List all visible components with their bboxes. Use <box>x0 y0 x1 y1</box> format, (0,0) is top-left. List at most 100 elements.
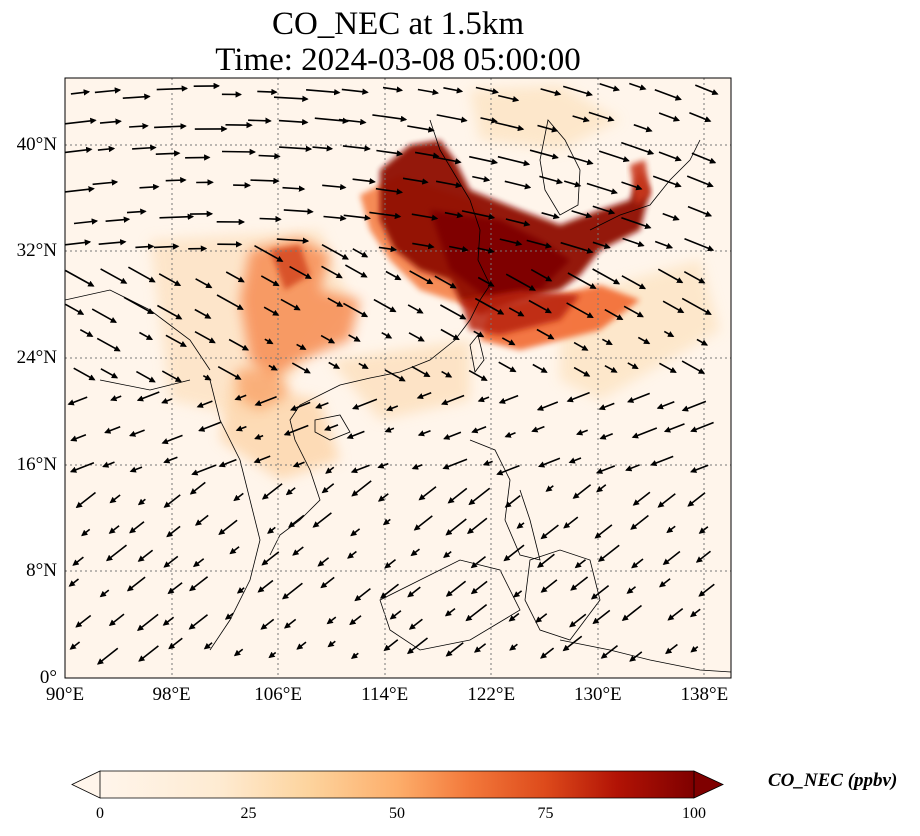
wind-arrow <box>123 296 155 315</box>
wind-arrow <box>468 369 488 381</box>
wind-arrow <box>165 176 187 184</box>
wind-arrow <box>665 643 678 655</box>
colorbar-tick-label: 100 <box>682 805 706 822</box>
wind-arrow <box>154 123 187 130</box>
wind-arrow <box>417 88 439 96</box>
wind-arrow <box>505 273 536 291</box>
wind-arrow <box>413 515 433 531</box>
colorbar-label: CO_NEC (ppbv) <box>768 770 898 791</box>
wind-arrow <box>657 268 684 284</box>
wind-arrow <box>377 462 389 469</box>
wind-arrow <box>342 145 371 152</box>
wind-arrow <box>338 118 367 126</box>
wind-arrow <box>188 614 208 630</box>
wind-arrow <box>217 366 242 380</box>
wind-arrow <box>136 391 160 402</box>
wind-arrow <box>350 528 361 537</box>
wind-arrow <box>630 514 649 530</box>
wind-arrow <box>480 117 498 124</box>
wind-arrow <box>691 152 717 164</box>
wind-arrow <box>279 145 313 152</box>
wind-arrow <box>258 152 281 160</box>
wind-arrow <box>573 366 591 377</box>
wind-arrow <box>440 304 467 320</box>
wind-arrow <box>662 550 681 565</box>
wind-arrow <box>567 155 594 166</box>
wind-arrow <box>70 89 91 96</box>
wind-arrow <box>108 613 125 626</box>
wind-arrow <box>444 211 464 219</box>
wind-arrow <box>599 433 613 440</box>
wind-arrow <box>592 241 611 250</box>
wind-arrow <box>325 466 335 474</box>
wind-arrow <box>268 364 278 371</box>
wind-arrow <box>681 360 706 374</box>
wind-arrow <box>327 297 344 307</box>
wind-arrow <box>566 391 590 403</box>
wind-arrow <box>216 294 244 310</box>
wind-arrow <box>530 268 553 282</box>
wind-arrow <box>79 328 94 338</box>
wind-arrow <box>156 85 189 92</box>
wind-arrow <box>273 95 309 103</box>
wind-arrow <box>260 275 280 287</box>
wind-arrow <box>235 425 247 432</box>
wind-arrow <box>352 178 376 185</box>
wind-arrow <box>409 270 434 285</box>
wind-arrow <box>472 175 491 183</box>
colorbar-tick-label: 0 <box>96 805 104 822</box>
wind-arrow <box>203 642 213 650</box>
wind-arrow <box>260 618 275 630</box>
wind-arrow <box>267 526 276 534</box>
wind-arrow <box>623 305 644 318</box>
wind-arrow <box>323 214 347 222</box>
wind-arrow <box>218 519 238 535</box>
map-subtitle: Time: 2024-03-08 05:00:00 <box>215 42 581 78</box>
wind-arrow <box>662 212 680 221</box>
wind-arrow <box>320 334 336 344</box>
wind-arrow <box>326 616 337 625</box>
wind-vectors <box>65 82 719 665</box>
wind-arrow <box>505 218 531 227</box>
wind-arrow <box>327 640 336 648</box>
wind-arrow <box>285 487 296 496</box>
wind-arrow <box>98 239 127 246</box>
wind-arrow <box>469 155 499 165</box>
wind-arrow <box>69 641 81 650</box>
wind-arrow <box>586 182 618 195</box>
wind-arrow <box>283 618 297 629</box>
wind-arrow <box>449 245 469 253</box>
wind-arrow <box>386 405 399 412</box>
wind-arrow <box>65 239 92 246</box>
wind-arrow <box>229 546 240 555</box>
wind-arrow <box>657 493 676 508</box>
wind-arrow <box>96 337 121 352</box>
wind-arrow <box>529 149 559 160</box>
wind-arrow <box>126 208 147 215</box>
wind-arrow <box>411 213 439 221</box>
wind-arrow <box>99 118 122 125</box>
wind-arrow <box>91 308 118 323</box>
wind-arrow <box>296 343 307 350</box>
wind-arrow <box>572 484 592 499</box>
wind-arrow <box>129 429 145 437</box>
wind-arrow <box>503 544 525 562</box>
wind-arrow <box>696 338 709 346</box>
wind-arrow <box>681 297 712 315</box>
wind-arrow <box>658 112 680 122</box>
wind-arrow <box>194 514 209 526</box>
wind-arrow <box>698 583 715 597</box>
wind-arrow <box>508 307 525 317</box>
wind-arrow <box>686 175 714 188</box>
wind-arrow <box>65 186 95 193</box>
wind-arrow <box>504 180 532 190</box>
wind-arrow <box>224 612 234 620</box>
wind-arrow <box>695 84 719 96</box>
wind-arrow <box>139 183 160 191</box>
wind-arrow <box>461 210 496 220</box>
wind-arrow <box>92 179 119 186</box>
wind-arrow <box>537 553 555 568</box>
wind-arrow <box>281 582 303 600</box>
wind-arrow <box>563 516 579 529</box>
wind-arrow <box>306 88 341 96</box>
